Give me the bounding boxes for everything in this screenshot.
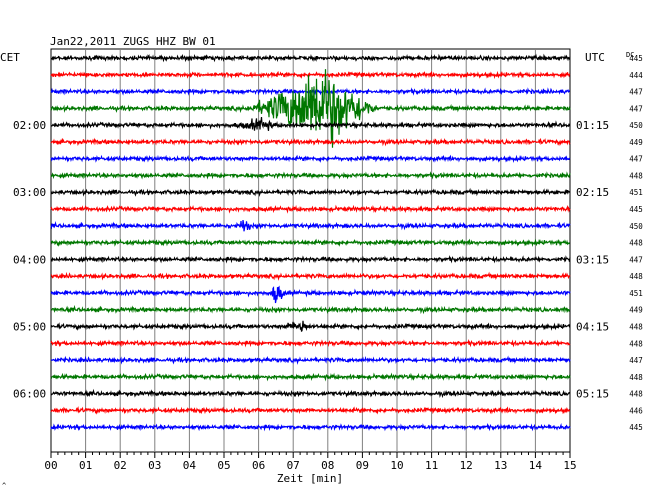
dc-value-label: 447 xyxy=(629,88,643,97)
dc-value-label: 447 xyxy=(629,356,643,365)
dc-value-label: 448 xyxy=(629,239,643,248)
dc-value-label: 447 xyxy=(629,155,643,164)
seismic-trace-15 xyxy=(50,304,571,315)
dc-value-label: 448 xyxy=(629,322,643,331)
x-tick-label: 09 xyxy=(356,459,369,472)
seismic-trace-6 xyxy=(50,154,571,164)
x-tick-label: 01 xyxy=(79,459,92,472)
seismic-trace-21 xyxy=(50,406,571,415)
x-tick-label: 15 xyxy=(563,459,576,472)
dc-value-label: 448 xyxy=(629,373,643,382)
x-axis-label: Zeit [min] xyxy=(277,472,343,485)
dc-value-label: 448 xyxy=(629,171,643,180)
x-tick-label: 05 xyxy=(217,459,230,472)
cet-time-label: 04:00 xyxy=(13,253,46,266)
x-tick-label: 08 xyxy=(321,459,334,472)
dc-value-label: 446 xyxy=(629,406,643,415)
x-tick-label: 13 xyxy=(494,459,507,472)
seismic-trace-14 xyxy=(50,285,571,304)
dc-value-label: 450 xyxy=(629,222,643,231)
seismic-trace-1 xyxy=(50,70,571,80)
x-tick-label: 14 xyxy=(529,459,543,472)
dc-value-label: 450 xyxy=(629,121,643,130)
utc-time-label: 03:15 xyxy=(576,253,609,266)
utc-time-label: 01:15 xyxy=(576,119,609,132)
dc-value-label: 449 xyxy=(629,306,643,315)
seismic-trace-16 xyxy=(50,320,571,332)
x-tick-label: 11 xyxy=(425,459,438,472)
seismic-trace-5 xyxy=(50,137,571,147)
cet-time-label: 05:00 xyxy=(13,320,46,333)
right-axis-label: UTC xyxy=(585,51,605,64)
x-tick-label: 00 xyxy=(44,459,57,472)
utc-time-label: 05:15 xyxy=(576,388,609,401)
utc-time-label: 04:15 xyxy=(576,320,609,333)
dc-value-label: 449 xyxy=(629,138,643,147)
utc-time-label: 02:15 xyxy=(576,186,609,199)
dc-value-label: 448 xyxy=(629,339,643,348)
seismic-trace-4 xyxy=(50,117,571,131)
seismic-trace-8 xyxy=(50,187,571,198)
seismic-trace-17 xyxy=(50,338,571,348)
dc-value-label: 447 xyxy=(629,104,643,113)
seismic-trace-18 xyxy=(50,355,571,365)
seismic-trace-13 xyxy=(50,271,571,281)
cet-time-label: 03:00 xyxy=(13,186,46,199)
dc-label: DC xyxy=(626,51,634,59)
left-axis-label: CET xyxy=(0,51,20,64)
dc-value-label: 451 xyxy=(629,289,643,298)
seismic-trace-7 xyxy=(50,171,571,180)
seismic-trace-3 xyxy=(50,69,571,148)
seismic-trace-9 xyxy=(50,204,571,214)
dc-value-label: 447 xyxy=(629,255,643,264)
seismic-trace-22 xyxy=(50,422,571,432)
x-tick-label: 12 xyxy=(460,459,473,472)
plot-frame xyxy=(50,48,571,453)
chart-title: Jan22,2011 ZUGS HHZ BW 01 xyxy=(50,35,216,48)
dc-value-label: 451 xyxy=(629,188,643,197)
seismic-trace-0 xyxy=(50,53,571,63)
x-tick-label: 07 xyxy=(287,459,300,472)
dc-value-label: 445 xyxy=(629,423,643,432)
x-tick-label: 03 xyxy=(148,459,161,472)
x-tick-label: 02 xyxy=(114,459,127,472)
cet-time-label: 02:00 xyxy=(13,119,46,132)
x-tick-label: 04 xyxy=(183,459,197,472)
dc-value-label: 448 xyxy=(629,272,643,281)
seismic-trace-12 xyxy=(50,255,571,264)
seismic-trace-20 xyxy=(50,388,571,399)
dc-value-label: 448 xyxy=(629,390,643,399)
seismic-trace-11 xyxy=(50,238,570,247)
dc-value-label: 445 xyxy=(629,205,643,214)
dc-value-label: 445 xyxy=(629,54,643,63)
cet-time-label: 06:00 xyxy=(13,388,46,401)
x-tick-label: 06 xyxy=(252,459,265,472)
seismic-trace-10 xyxy=(50,219,571,232)
x-tick-label: 10 xyxy=(390,459,403,472)
seismic-trace-19 xyxy=(50,372,571,382)
corner-mark: ^ xyxy=(2,482,6,490)
dc-value-label: 444 xyxy=(629,71,643,80)
